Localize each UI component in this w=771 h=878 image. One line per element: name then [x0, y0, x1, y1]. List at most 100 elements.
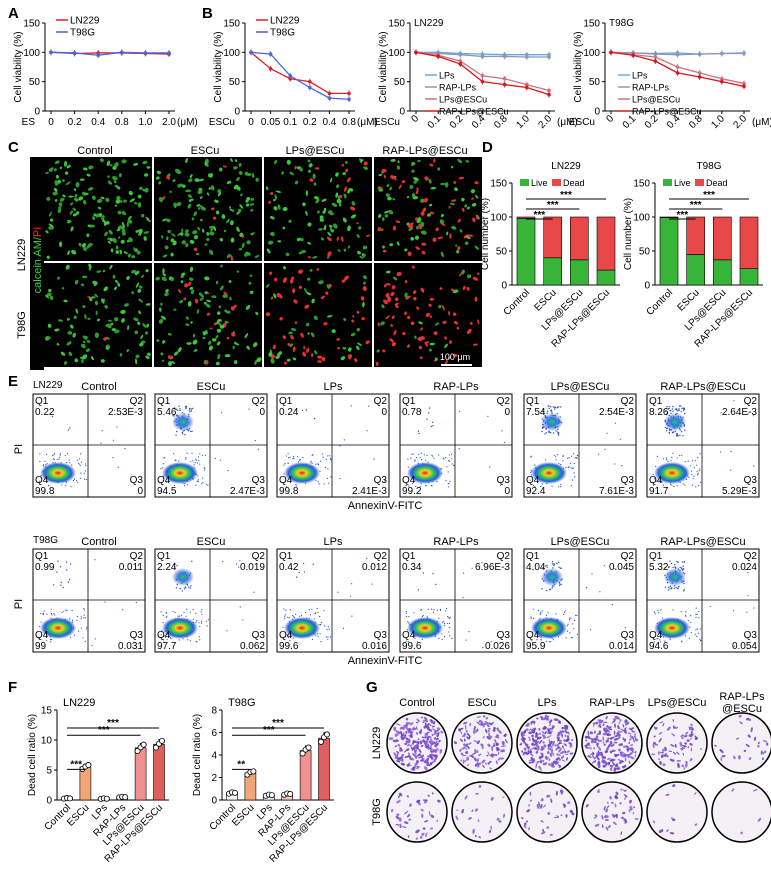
stained-cells	[407, 813, 411, 818]
cell	[308, 169, 311, 173]
stained-cells	[543, 744, 547, 748]
event-dot	[422, 614, 424, 617]
event-dot	[606, 432, 608, 434]
cell	[139, 186, 143, 190]
event-dot	[656, 455, 659, 457]
event-dot	[327, 636, 329, 638]
event-dot	[438, 454, 440, 456]
stained-cells	[658, 829, 664, 833]
stained-cells	[594, 741, 597, 744]
stained-cells	[531, 758, 535, 764]
event-dot	[285, 609, 287, 611]
event-dot	[546, 566, 548, 568]
stained-cells	[555, 747, 559, 751]
cell	[323, 322, 328, 326]
stained-cells	[489, 760, 492, 763]
cell	[224, 354, 231, 358]
cell	[64, 171, 69, 175]
event-dot	[80, 453, 82, 455]
x-axis-label: ESCu	[209, 117, 235, 128]
event-dot	[664, 567, 666, 569]
cell	[290, 328, 297, 332]
stained-cells	[595, 754, 599, 758]
x-tick-label: 0.8	[342, 117, 356, 128]
stained-cells	[527, 736, 531, 739]
cell	[127, 325, 130, 331]
cell	[117, 210, 122, 215]
event-dot	[689, 465, 692, 467]
event-dot	[299, 458, 301, 461]
event-dot	[325, 636, 328, 638]
q4-value: 94.5	[157, 486, 177, 497]
cell	[92, 195, 96, 200]
stained-cells	[487, 762, 490, 765]
cell	[100, 196, 105, 199]
event-dot	[282, 626, 284, 628]
cell	[357, 251, 361, 255]
event-dot	[669, 588, 671, 590]
event-dot	[432, 425, 434, 427]
cell	[356, 345, 360, 351]
event-dot	[534, 464, 536, 466]
event-dot	[337, 591, 339, 593]
event-dot	[679, 434, 681, 437]
legend-label: LN229	[270, 16, 300, 27]
cell	[363, 161, 368, 166]
event-dot	[162, 467, 164, 469]
event-dot	[673, 485, 675, 488]
series-line	[50, 51, 169, 56]
stained-cells	[597, 789, 600, 793]
cell	[190, 198, 194, 201]
data-point	[414, 50, 418, 55]
stained-cells	[545, 718, 548, 721]
cell	[389, 338, 394, 343]
q3-value: 0.016	[362, 641, 387, 652]
event-dot	[573, 463, 575, 465]
data-point	[152, 744, 159, 751]
cell	[323, 207, 327, 212]
cell	[363, 166, 369, 170]
stained-cells	[431, 733, 434, 737]
stained-cells	[669, 758, 674, 762]
event-dot	[546, 410, 549, 412]
cell	[429, 342, 435, 346]
cell	[145, 216, 150, 220]
event-dot	[302, 457, 304, 459]
cell	[410, 236, 415, 241]
stained-cells	[412, 753, 416, 757]
cell	[222, 165, 227, 168]
cell	[290, 334, 294, 340]
event-dot	[733, 610, 735, 612]
e-x-axis-label: AnnexinV-FITC	[348, 500, 423, 512]
stained-cells	[427, 794, 430, 797]
cell	[395, 220, 401, 223]
x-tick-label: 0.8	[115, 117, 129, 128]
stained-cells	[520, 733, 524, 738]
cell	[206, 312, 211, 316]
event-dot	[558, 566, 560, 568]
event-dot	[65, 561, 68, 563]
event-dot	[53, 613, 55, 615]
cell	[383, 283, 388, 288]
stained-cells	[425, 743, 429, 747]
stained-cells	[414, 750, 417, 755]
stained-cells	[589, 755, 592, 759]
stained-cells	[486, 754, 489, 757]
cell	[270, 358, 275, 364]
cell	[407, 315, 411, 320]
event-dot	[685, 614, 687, 616]
stained-cells	[409, 744, 413, 747]
event-dot	[330, 459, 332, 461]
event-dot	[445, 480, 447, 482]
event-dot	[190, 430, 192, 432]
micrograph-ln229-3	[374, 157, 482, 261]
stained-cells	[417, 753, 421, 757]
cell	[233, 304, 237, 308]
event-dot	[698, 617, 700, 619]
event-dot	[571, 455, 573, 457]
c-col-lpsescu: LPs@ESCu	[286, 145, 345, 157]
event-dot	[695, 616, 697, 618]
cell	[228, 206, 232, 209]
